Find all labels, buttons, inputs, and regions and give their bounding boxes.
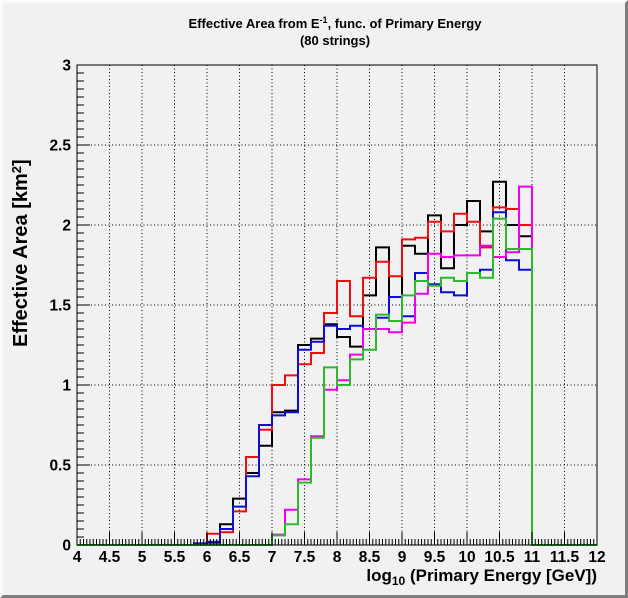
x-tick-label: 9.5: [424, 549, 446, 566]
chart-subtitle: (80 strings): [299, 33, 371, 48]
x-axis-title-sub: 10: [391, 574, 406, 588]
x-tick-label: 4.5: [99, 549, 121, 566]
effective-area-chart: 4 4.5 5 5.5 6 6.5 7 7.5 8 8.5 9 9.5 10 10.5 11 11.5 1200…: [49, 58, 605, 567]
x-tick-label: 7.5: [294, 549, 316, 566]
y-tick-label: 0.5: [49, 458, 71, 475]
x-tick-label: 5.5: [164, 549, 186, 566]
x-tick-label: 9: [398, 549, 407, 566]
x-tick-label: 12: [588, 549, 605, 566]
x-tick-label: 6: [203, 549, 212, 566]
x-tick-label: 6.5: [229, 549, 251, 566]
chart-title-text: Effective Area from E: [188, 16, 320, 31]
x-tick-label: 10.5: [484, 549, 515, 566]
x-axis-title-suffix: (Primary Energy [GeV]): [405, 566, 597, 585]
x-tick-label: 4: [73, 549, 82, 566]
chart-title: Effective Area from E-1, func. of Primar…: [73, 15, 597, 31]
chart-title-suffix: , func. of Primary Energy: [327, 16, 482, 31]
x-tick-label: 10: [458, 549, 475, 566]
x-tick-label: 5: [138, 549, 147, 566]
y-tick-label: 1: [62, 378, 71, 395]
x-tick-label: 11: [524, 549, 541, 566]
x-tick-label: 11.5: [550, 549, 580, 566]
y-tick-label: 1.5: [49, 298, 71, 315]
y-tick-label: 3: [62, 58, 71, 75]
x-tick-label: 7: [268, 549, 277, 566]
x-axis-title-text: log: [366, 566, 392, 585]
x-axis-title: log10 (Primary Energy [GeV]): [73, 566, 597, 588]
chart-title-exponent: -1: [319, 15, 328, 25]
y-tick-label: 2: [62, 218, 71, 235]
x-tick-label: 8: [333, 549, 342, 566]
x-tick-label: 8.5: [359, 549, 381, 566]
y-tick-label: 2.5: [49, 138, 71, 155]
y-tick-label: 0: [62, 538, 71, 555]
